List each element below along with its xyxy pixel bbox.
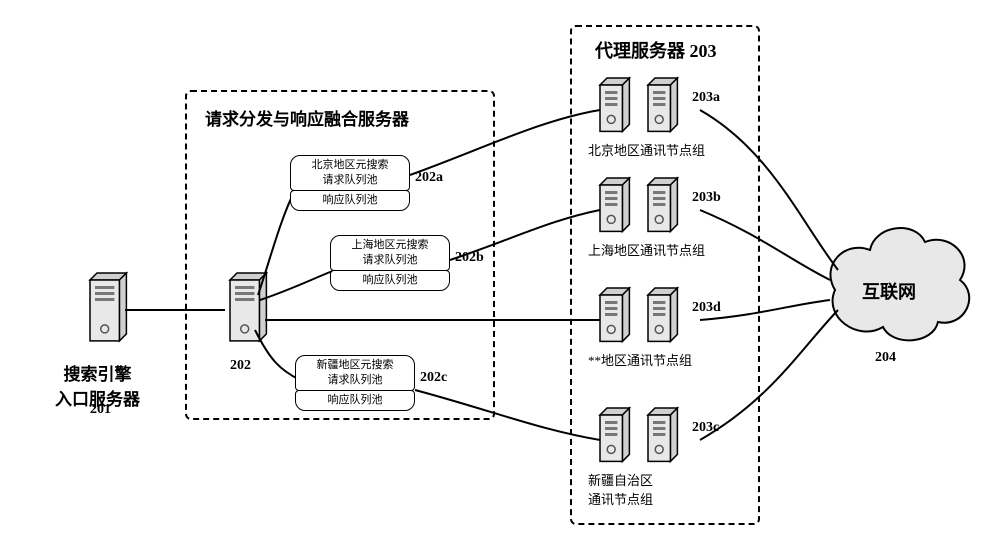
queue-card-request: 北京地区元搜索 请求队列池 [290, 155, 410, 191]
entry-server-icon [90, 273, 126, 341]
queue-card-ref-a: 202a [415, 170, 443, 186]
internet-label: 互联网 [862, 278, 916, 304]
queue-card-request: 上海地区元搜索 请求队列池 [330, 235, 450, 271]
dispatch-box-title: 请求分发与响应融合服务器 [205, 105, 409, 130]
proxy-group-label-a: 北京地区通讯节点组 [588, 140, 705, 159]
proxy-box-title: 代理服务器 203 [595, 37, 717, 63]
internet-ref: 204 [875, 350, 896, 366]
queue-card-c: 新疆地区元搜索 请求队列池响应队列池 [295, 355, 415, 411]
entry-server-ref: 201 [90, 402, 111, 418]
proxy-group-label-b: 上海地区通讯节点组 [588, 240, 705, 259]
queue-card-request: 新疆地区元搜索 请求队列池 [295, 355, 415, 391]
queue-card-b: 上海地区元搜索 请求队列池响应队列池 [330, 235, 450, 291]
svg-layer [0, 0, 1000, 547]
proxy-group-ref-a: 203a [692, 90, 720, 106]
proxy-group-ref-b: 203b [692, 190, 721, 206]
queue-card-ref-c: 202c [420, 370, 447, 386]
queue-card-ref-b: 202b [455, 250, 484, 266]
queue-card-response: 响应队列池 [295, 390, 415, 411]
proxy-group-ref-d: 203d [692, 300, 721, 316]
dispatch-server-ref: 202 [230, 358, 251, 374]
proxy-group-ref-c: 203c [692, 420, 719, 436]
queue-card-response: 响应队列池 [290, 190, 410, 211]
proxy-dashed-box [570, 25, 760, 525]
queue-card-a: 北京地区元搜索 请求队列池响应队列池 [290, 155, 410, 211]
queue-card-response: 响应队列池 [330, 270, 450, 291]
proxy-group-label-d: **地区通讯节点组 [588, 350, 692, 369]
diagram-canvas: 请求分发与响应融合服务器 代理服务器 203 搜索引擎 入口服务器201202北… [0, 0, 1000, 547]
proxy-group-label-c: 新疆自治区 通讯节点组 [588, 470, 653, 508]
